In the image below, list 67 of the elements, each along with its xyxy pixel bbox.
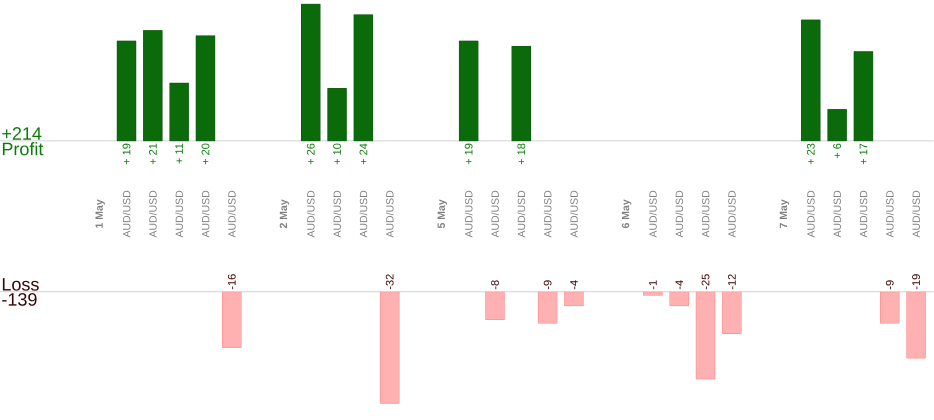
- data-label: + 21: [148, 144, 157, 164]
- x-tick-label: AUD/USD: [306, 190, 315, 238]
- bar: [169, 82, 189, 142]
- data-label: + 18: [517, 144, 526, 164]
- data-label: -9: [544, 280, 552, 290]
- data-label: + 24: [360, 144, 368, 164]
- data-label: + 19: [122, 144, 130, 164]
- x-tick-label: AUD/USD: [860, 190, 868, 238]
- x-tick-label: AUD/USD: [464, 190, 473, 238]
- x-tick-label: AUD/USD: [570, 190, 578, 238]
- x-tick-label: AUD/USD: [360, 190, 368, 238]
- data-label: -1: [649, 280, 657, 290]
- x-tick-label: AUD/USD: [649, 190, 657, 238]
- x-tick-label: AUD/USD: [228, 190, 236, 238]
- text: +214: [2, 127, 42, 140]
- data-label: + 23: [806, 144, 815, 164]
- x-tick-label: AUD/USD: [491, 190, 499, 238]
- x-tick-label: AUD/USD: [517, 190, 526, 238]
- x-tick-label: AUD/USD: [806, 190, 815, 238]
- x-tick-label: AUD/USD: [333, 190, 341, 238]
- bar: [196, 36, 216, 142]
- data-label: -8: [491, 280, 499, 290]
- x-tick-label: AUD/USD: [675, 190, 684, 238]
- bar: [143, 30, 163, 142]
- x-tick-label: AUD/USD: [886, 190, 894, 238]
- bar: [827, 109, 847, 142]
- x-tick-label: 5 May: [438, 199, 448, 228]
- data-label: + 20: [202, 144, 210, 164]
- x-tick-label: AUD/USD: [202, 190, 210, 238]
- data-label: -4: [675, 280, 683, 290]
- x-tick-label: AUD/USD: [728, 190, 736, 238]
- x-tick-label: 6 May: [622, 199, 632, 228]
- x-tick-label: AUD/USD: [175, 190, 184, 238]
- data-label: -16: [228, 274, 236, 290]
- x-tick-label: AUD/USD: [544, 190, 552, 238]
- x-tick-label: 2 May: [280, 199, 290, 228]
- x-tick-label: AUD/USD: [386, 190, 394, 238]
- x-tick-label: AUD/USD: [148, 190, 157, 238]
- text: Profit: [2, 142, 44, 156]
- x-tick-label: 7 May: [780, 199, 790, 228]
- bar: [116, 40, 136, 142]
- data-label: -25: [702, 274, 710, 290]
- data-label: -4: [570, 280, 578, 290]
- data-label: -9: [886, 280, 894, 290]
- x-tick-label: AUD/USD: [702, 190, 710, 238]
- bar: [301, 4, 320, 142]
- data-label: -19: [912, 274, 920, 290]
- text: Loss: [2, 278, 39, 291]
- data-label: -32: [386, 274, 394, 290]
- x-tick-label: AUD/USD: [122, 190, 130, 238]
- data-label: + 17: [860, 144, 868, 164]
- data-label: + 26: [306, 144, 315, 164]
- data-label: -12: [728, 274, 736, 290]
- x-tick-label: 1 May: [96, 199, 105, 228]
- bar: [801, 20, 821, 142]
- bar: [327, 88, 347, 142]
- data-label: + 11: [175, 144, 183, 164]
- bar: [354, 14, 374, 142]
- data-label: + 6: [833, 144, 842, 158]
- bar: [854, 51, 874, 142]
- x-tick-label: AUD/USD: [912, 190, 920, 238]
- x-tick-label: AUD/USD: [833, 190, 841, 238]
- bar: [512, 46, 532, 142]
- data-label: + 10: [333, 144, 341, 164]
- data-label: + 19: [464, 144, 473, 164]
- bar: [458, 40, 478, 142]
- text: -139: [2, 293, 37, 306]
